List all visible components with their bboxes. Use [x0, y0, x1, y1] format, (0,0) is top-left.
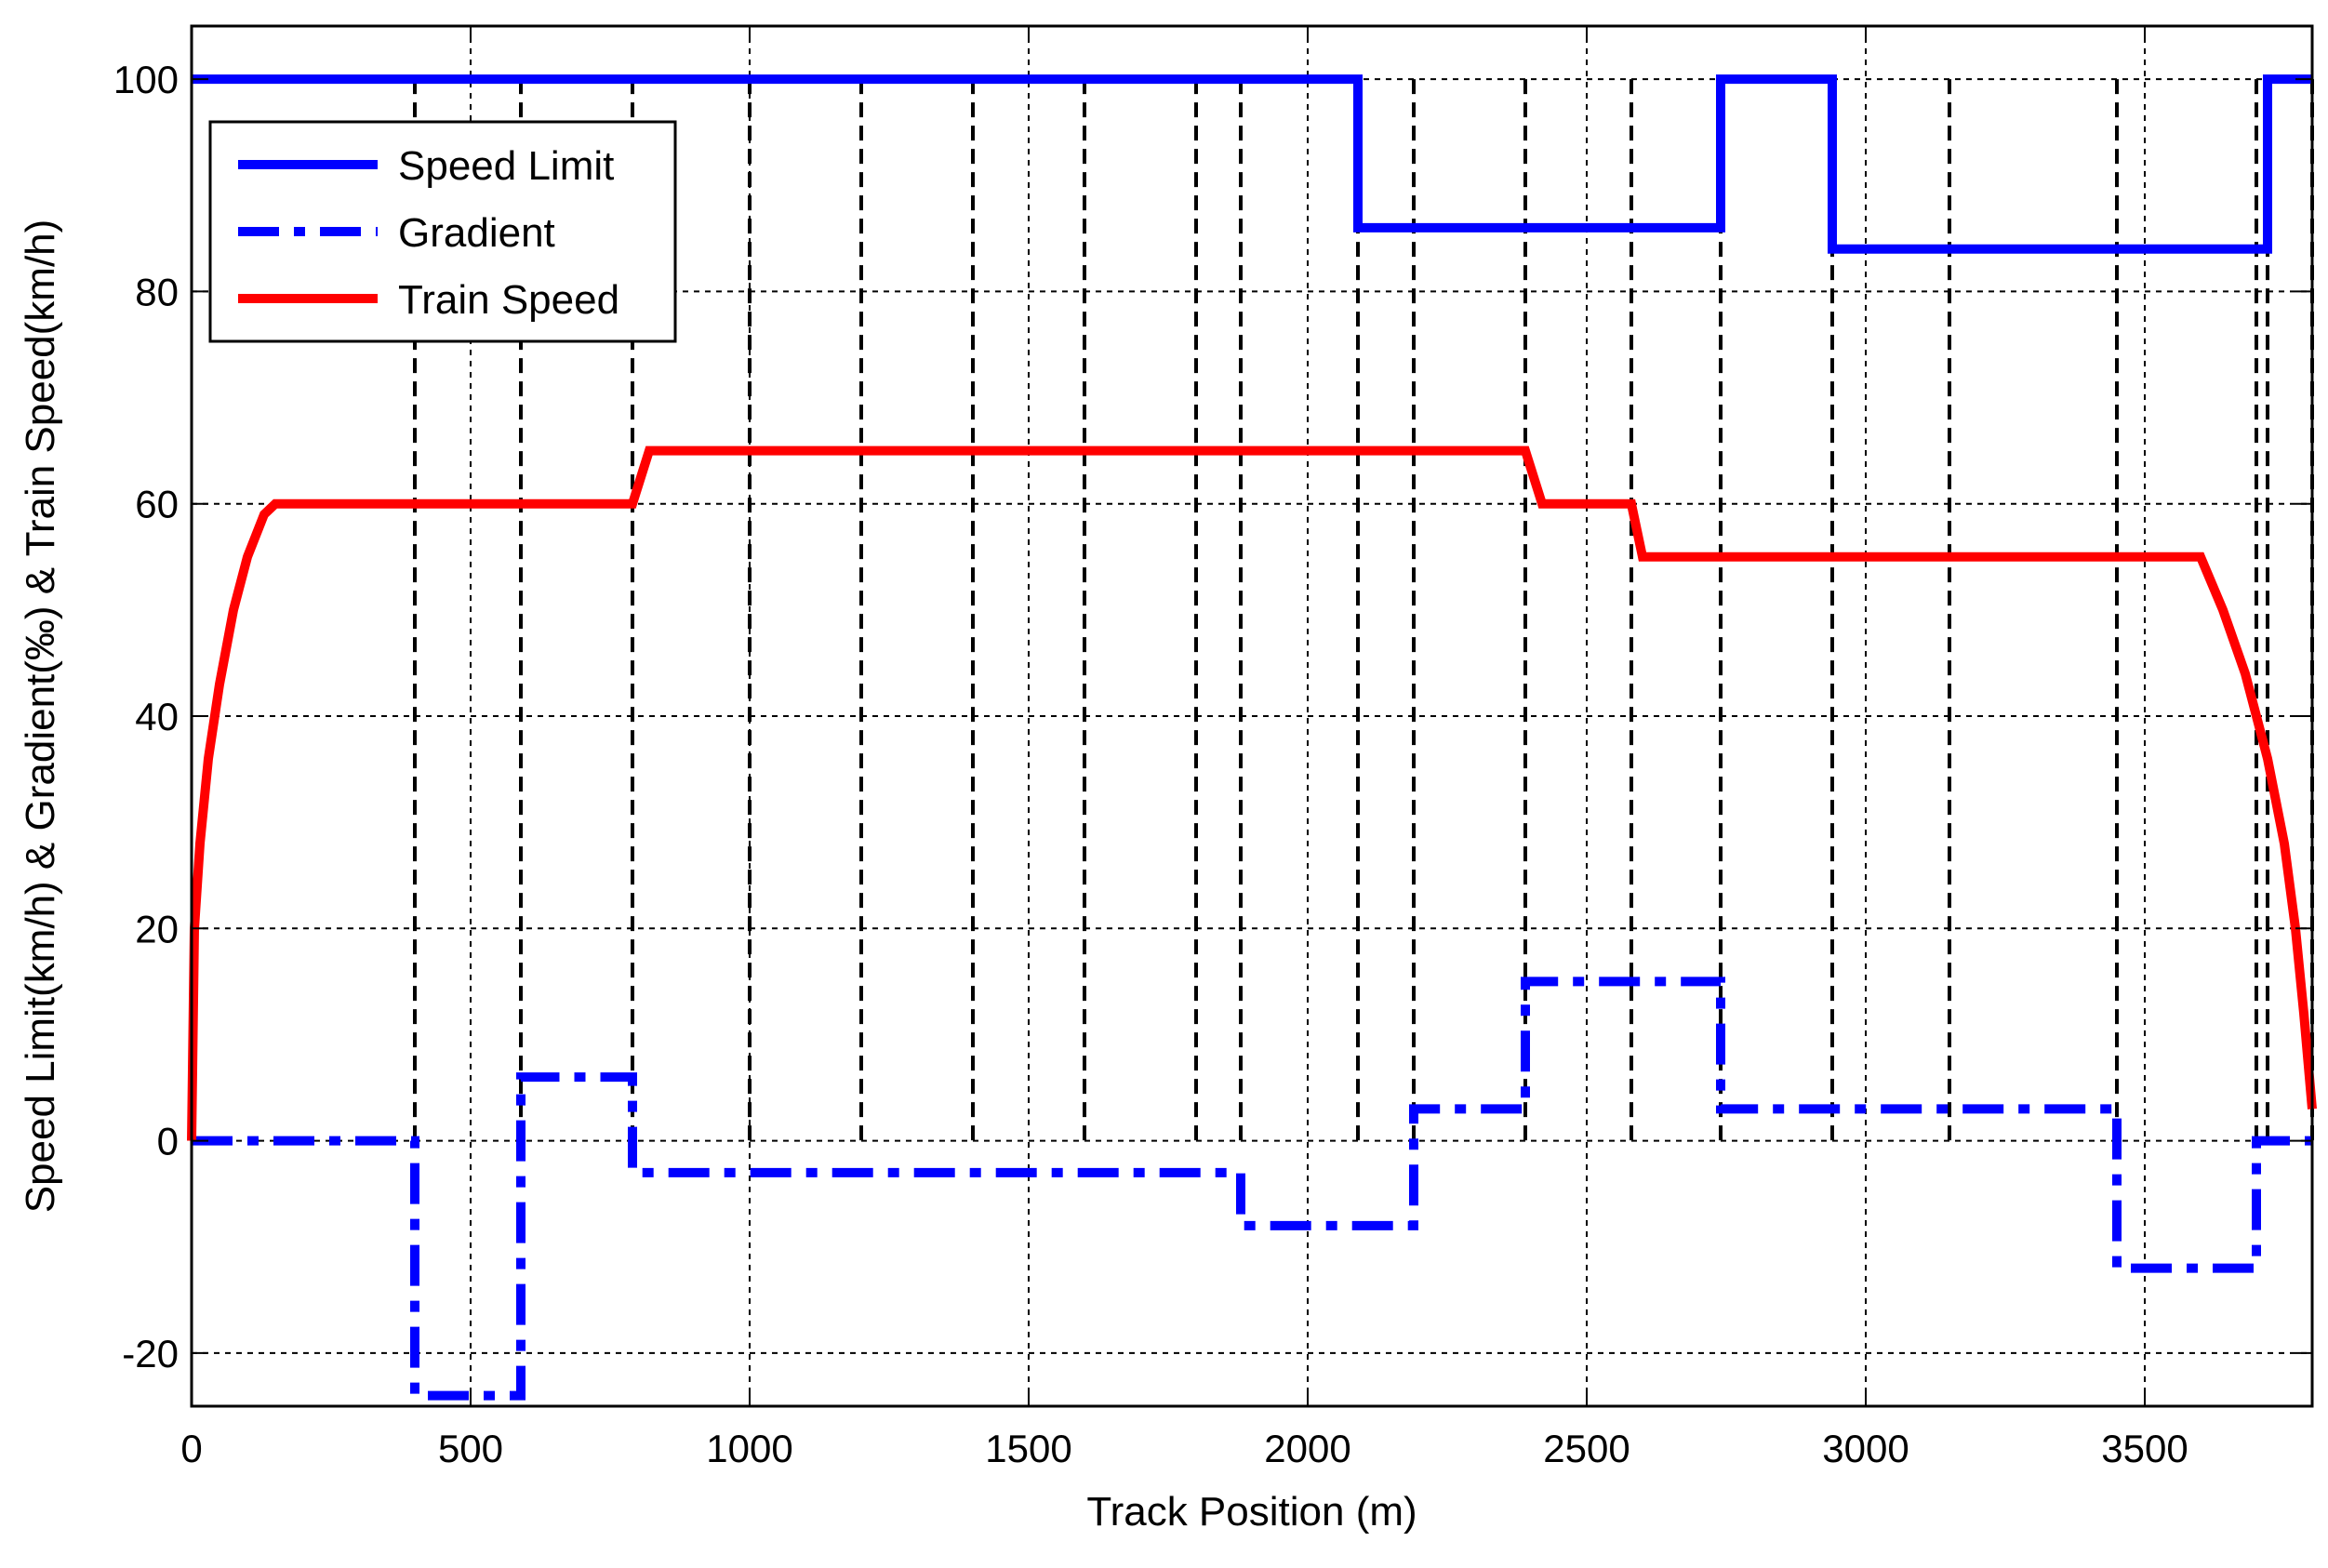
- x-tick-label-3: 1500: [985, 1427, 1071, 1470]
- y-tick-label-4: 60: [135, 483, 179, 526]
- x-tick-label-1: 500: [438, 1427, 503, 1470]
- legend: Speed Limit Gradient Train Speed: [208, 120, 677, 343]
- x-axis-title: Track Position (m): [1086, 1489, 1417, 1535]
- x-tick-label-6: 3000: [1822, 1427, 1909, 1470]
- y-tick-label-5: 80: [135, 270, 179, 313]
- y-tick-label-6: 100: [113, 58, 179, 101]
- y-tick-label-3: 40: [135, 695, 179, 738]
- legend-label-1: Gradient: [398, 210, 555, 256]
- legend-label-0: Speed Limit: [398, 143, 614, 189]
- series-line-speed-limit: [192, 74, 2312, 254]
- y-axis-title: Speed Limit(km/h) & Gradient(‰) & Train …: [18, 219, 63, 1214]
- y-tick-label-1: 0: [157, 1120, 179, 1163]
- x-tick-label-0: 0: [180, 1427, 202, 1470]
- grid-layer: [192, 26, 2312, 1406]
- x-tick-label-4: 2000: [1264, 1427, 1350, 1470]
- legend-box: [208, 120, 677, 343]
- x-tick-label-2: 1000: [706, 1427, 792, 1470]
- x-tick-label-5: 2500: [1543, 1427, 1630, 1470]
- tick-layer: 0 500 1000 1500 2000 2500 3000 3500 -20 0 20 40 60 80…: [113, 26, 2312, 1470]
- series-layer: [187, 74, 2317, 1401]
- y-tick-label-0: -20: [122, 1332, 179, 1375]
- y-tick-label-2: 20: [135, 907, 179, 950]
- series-line-train-speed: [187, 445, 2317, 1141]
- series-line-gradient: [192, 977, 2312, 1401]
- x-tick-label-7: 3500: [2101, 1427, 2188, 1470]
- legend-label-2: Train Speed: [398, 277, 619, 323]
